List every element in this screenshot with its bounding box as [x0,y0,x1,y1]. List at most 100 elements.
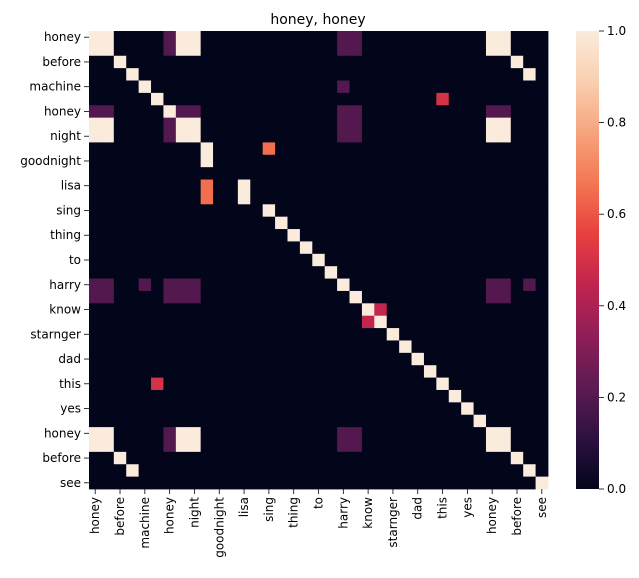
heatmap-cell [287,266,301,279]
heatmap-cell [411,43,425,57]
heatmap-cell [411,427,425,440]
heatmap-cell [461,439,474,453]
heatmap-cell [523,340,536,354]
heatmap-cell [89,68,102,81]
x-tick-label: machine [138,497,152,549]
heatmap-cell [287,80,301,94]
heatmap-cell [101,105,115,119]
heatmap-cell [262,80,276,94]
heatmap-cell [250,303,264,317]
heatmap-cell [151,303,164,317]
heatmap-cell [126,92,140,106]
heatmap-cell [250,167,264,180]
colorbar-tick-label: 0.6 [607,207,626,221]
heatmap-cell [324,328,338,341]
heatmap-cell [461,328,474,341]
heatmap-cell [163,303,177,317]
heatmap-cell [399,328,412,341]
heatmap-cell [163,229,177,242]
heatmap-cell [200,117,214,131]
y-tick-label: know [49,303,81,317]
heatmap-cell [436,377,450,391]
y-tick-label: to [69,253,81,267]
heatmap-cell [299,427,313,440]
heatmap-cell [349,365,363,378]
heatmap-cell [113,55,127,69]
heatmap-cell [126,191,140,205]
heatmap-cell [386,68,400,81]
heatmap-cell [188,204,202,218]
heatmap-cell [200,229,214,242]
heatmap-cell [213,179,226,193]
heatmap-cell [237,303,251,317]
heatmap-cell [399,290,412,304]
heatmap-cell [89,414,102,428]
heatmap-cell [275,154,288,168]
heatmap-cell [299,352,313,366]
heatmap-cell [250,352,264,366]
heatmap-cell [386,414,400,428]
heatmap-cell [386,117,400,131]
heatmap-cell [436,80,450,94]
heatmap-cell [498,365,512,378]
heatmap-cell [101,80,115,94]
heatmap-cell [374,43,388,57]
heatmap-cell [399,154,412,168]
heatmap-cell [237,476,251,490]
heatmap-cell [275,402,288,416]
heatmap-cell [461,167,474,180]
heatmap-cell [386,191,400,205]
heatmap-cell [250,31,264,44]
heatmap-cell [423,68,437,81]
heatmap-cell [448,253,462,267]
heatmap-cell [299,414,313,428]
heatmap-cell [510,31,524,44]
heatmap-cell [250,290,264,304]
heatmap-cell [448,142,462,156]
heatmap-cell [225,55,239,69]
heatmap-cell [237,377,251,391]
heatmap-cell [485,315,499,329]
heatmap-cell [175,92,189,106]
heatmap-cell [448,377,462,391]
heatmap-cell [262,464,276,478]
heatmap-cell [151,216,164,230]
heatmap-cell [337,142,350,156]
heatmap-cell [312,204,326,218]
heatmap-cell [275,68,288,81]
heatmap-cell [175,179,189,193]
heatmap-cell [510,402,524,416]
heatmap-cell [225,266,239,279]
heatmap-cell [361,154,375,168]
heatmap-cell [361,464,375,478]
heatmap-cell [473,266,487,279]
heatmap-cell [151,266,164,279]
heatmap-cell [113,340,127,354]
heatmap-cell [113,266,127,279]
heatmap-cell [237,427,251,440]
heatmap-cell [151,377,164,391]
heatmap-cell [361,451,375,465]
heatmap-cell [535,31,549,44]
heatmap-cell [287,476,301,490]
heatmap-cell [349,427,363,440]
heatmap-cell [287,253,301,267]
heatmap-cell [411,204,425,218]
heatmap-cell [175,130,189,143]
heatmap-cell [89,328,102,341]
heatmap-cell [361,352,375,366]
heatmap-cell [436,414,450,428]
heatmap-cell [200,241,214,255]
heatmap-cell [498,328,512,341]
heatmap-cell [138,167,152,180]
heatmap-cell [535,290,549,304]
heatmap-cell [250,55,264,69]
heatmap-cell [399,253,412,267]
heatmap-cell [262,31,276,44]
heatmap-cell [312,266,326,279]
heatmap-cell [213,303,226,317]
heatmap-cell [138,352,152,366]
heatmap-cell [287,216,301,230]
heatmap-cell [374,154,388,168]
heatmap-cell [523,365,536,378]
